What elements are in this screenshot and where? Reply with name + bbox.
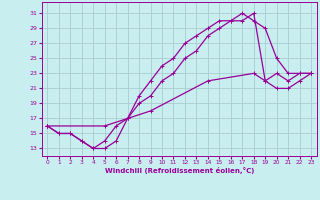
X-axis label: Windchill (Refroidissement éolien,°C): Windchill (Refroidissement éolien,°C) bbox=[105, 167, 254, 174]
